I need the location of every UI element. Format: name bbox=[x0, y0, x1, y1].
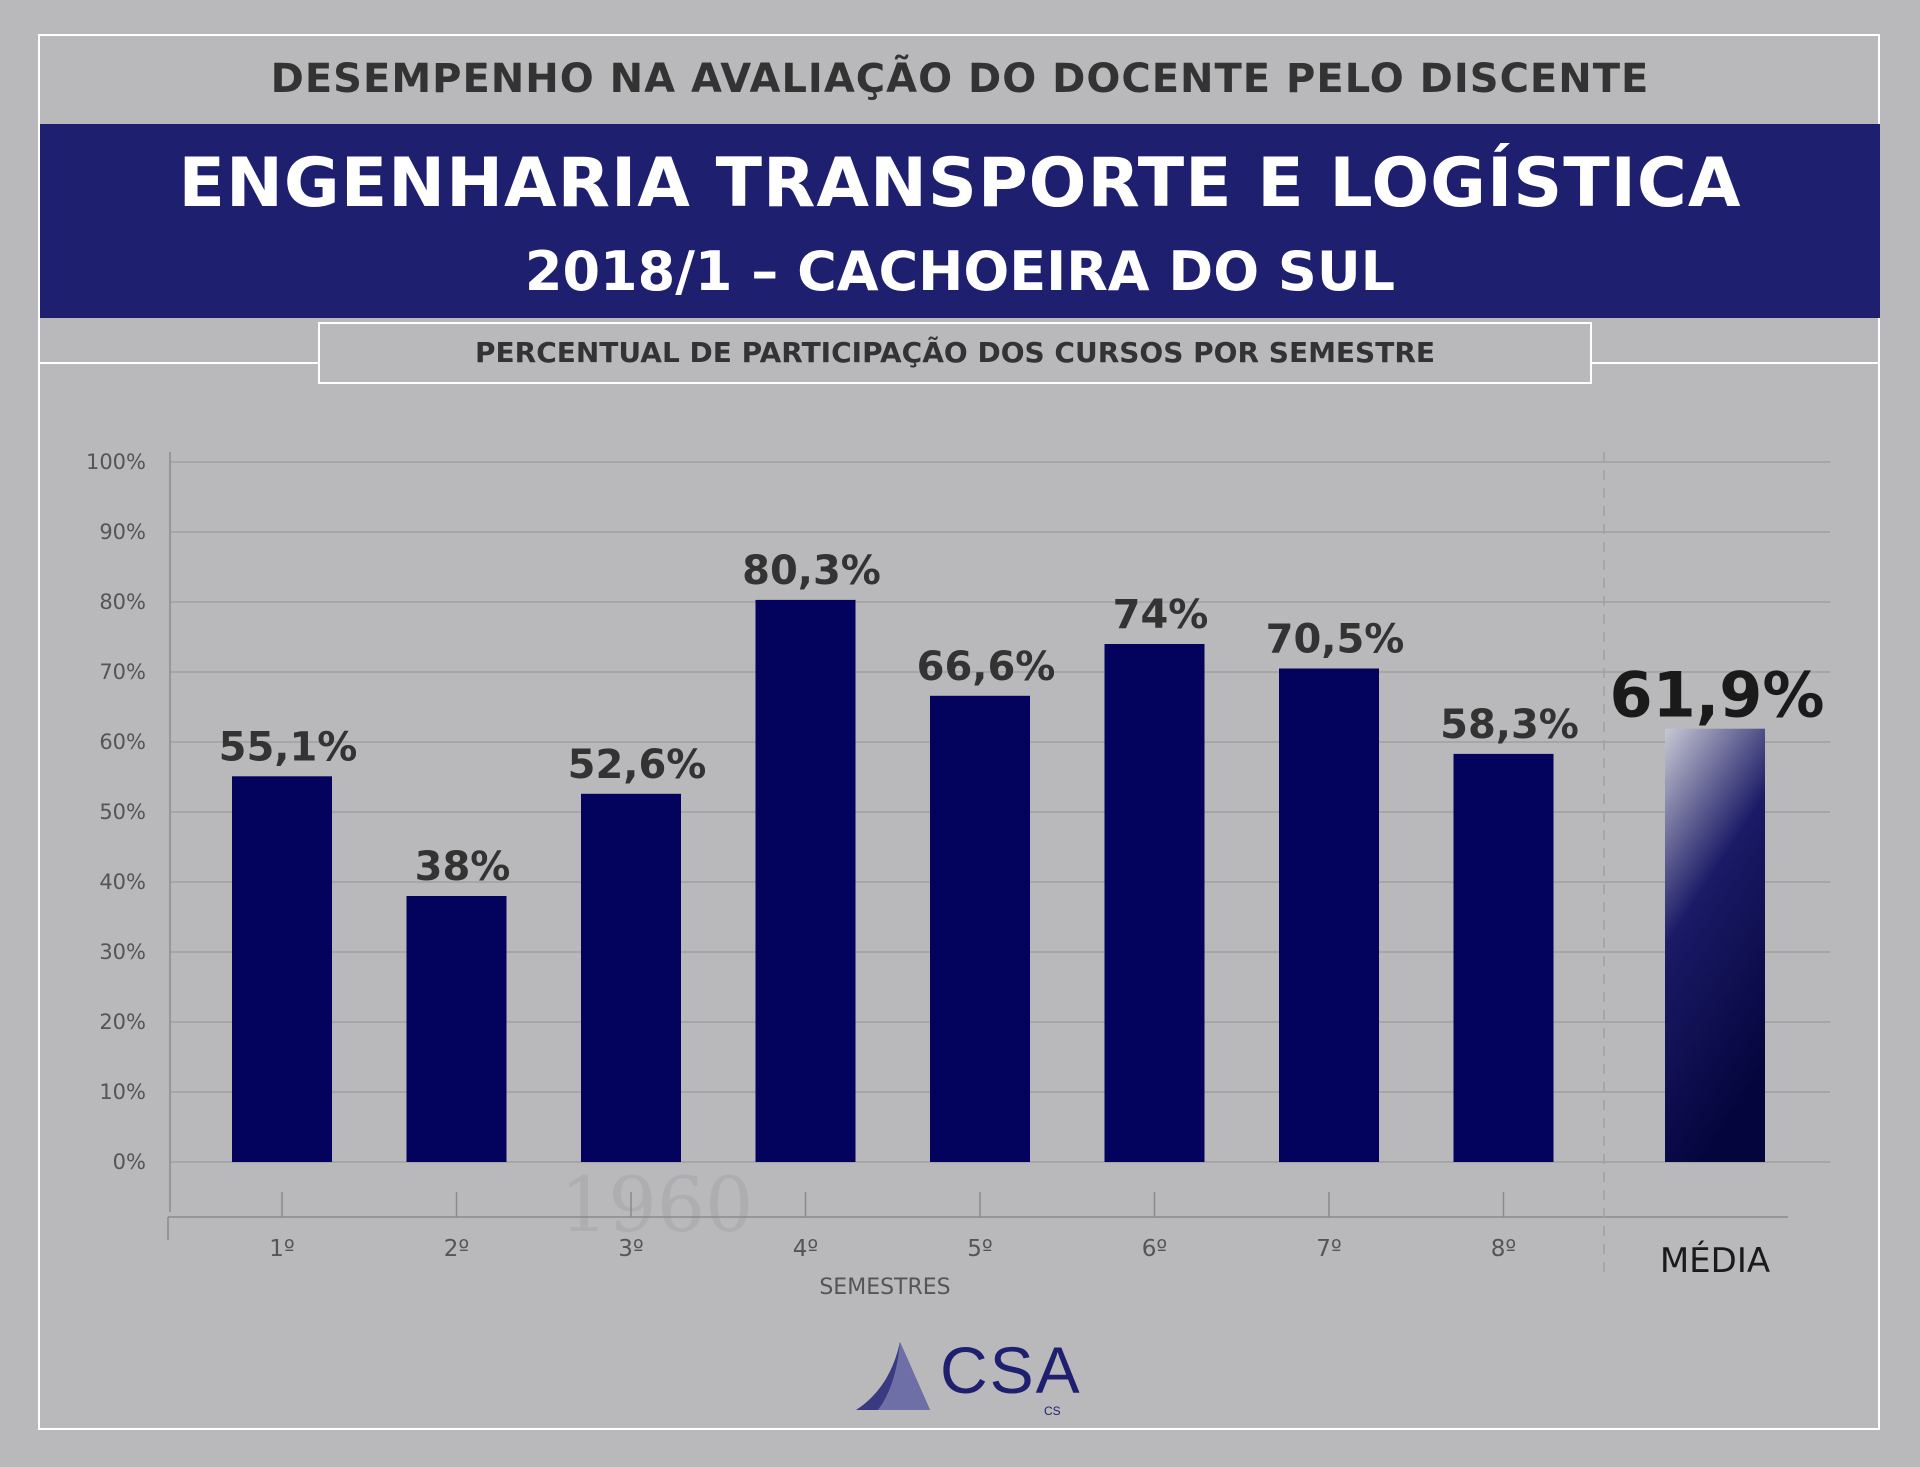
bar-value-label: 58,3% bbox=[1440, 702, 1579, 748]
x-tick-label: 7º bbox=[1316, 1236, 1341, 1262]
y-tick-label: 60% bbox=[99, 730, 146, 754]
bar-value-label: 52,6% bbox=[568, 742, 707, 788]
x-tick-label: 2º bbox=[444, 1236, 469, 1262]
bar-value-label: 66,6% bbox=[917, 644, 1056, 690]
bar-value-label: 38% bbox=[415, 844, 511, 890]
bar bbox=[1104, 644, 1205, 1162]
logo-text: CSA bbox=[940, 1333, 1082, 1407]
bar bbox=[755, 599, 856, 1162]
title-banner: ENGENHARIA TRANSPORTE E LOGÍSTICA 2018/1… bbox=[40, 124, 1880, 318]
y-tick-label: 70% bbox=[99, 660, 146, 684]
y-tick-label: 80% bbox=[99, 590, 146, 614]
average-bar bbox=[1665, 728, 1765, 1162]
bar-value-label: 80,3% bbox=[742, 548, 881, 594]
x-tick-label: 5º bbox=[967, 1236, 992, 1262]
x-tick-label: 3º bbox=[618, 1236, 643, 1262]
y-tick-label: 100% bbox=[86, 450, 146, 474]
x-tick-label: 6º bbox=[1142, 1236, 1167, 1262]
labels: 0% 10% 20% 30% 40% 50% 60% 70% 80% 90% 100% 55,1% 1º… bbox=[86, 450, 1825, 1300]
logo-sub: CS bbox=[1044, 1404, 1061, 1418]
average-label: MÉDIA bbox=[1660, 1240, 1770, 1281]
watermark-year: 1960 bbox=[560, 1160, 754, 1249]
frame-border bbox=[38, 34, 1880, 1430]
bar bbox=[406, 896, 507, 1162]
y-tick-label: 90% bbox=[99, 520, 146, 544]
y-tick-label: 50% bbox=[99, 800, 146, 824]
average-value-label: 61,9% bbox=[1609, 659, 1824, 732]
top-title: DESEMPENHO NA AVALIAÇÃO DO DOCENTE PELO … bbox=[270, 56, 1650, 102]
y-tick-label: 30% bbox=[99, 940, 146, 964]
y-tick-label: 0% bbox=[113, 1150, 146, 1174]
sub-title: 2018/1 – CACHOEIRA DO SUL bbox=[524, 240, 1396, 303]
bar-value-label: 74% bbox=[1113, 592, 1209, 638]
chart-subtitle: PERCENTUAL DE PARTICIPAÇÃO DOS CURSOS PO… bbox=[318, 322, 1592, 384]
bar-value-label: 55,1% bbox=[219, 724, 358, 770]
csa-logo: CSA CS bbox=[850, 1333, 1080, 1418]
bar bbox=[1279, 668, 1379, 1162]
y-tick-label: 10% bbox=[99, 1080, 146, 1104]
sail-icon bbox=[856, 1342, 930, 1410]
axes bbox=[167, 452, 1788, 1275]
bar bbox=[930, 695, 1030, 1162]
bars bbox=[232, 599, 1765, 1162]
bar bbox=[581, 793, 681, 1162]
y-tick-label: 20% bbox=[99, 1010, 146, 1034]
y-tick-label: 40% bbox=[99, 870, 146, 894]
x-tick-label: 4º bbox=[793, 1236, 818, 1262]
x-axis-title: SEMESTRES bbox=[819, 1275, 950, 1300]
bar-value-label: 70,5% bbox=[1266, 617, 1405, 663]
bar bbox=[1453, 753, 1554, 1162]
main-title: ENGENHARIA TRANSPORTE E LOGÍSTICA bbox=[178, 144, 1742, 223]
x-tick-label: 1º bbox=[269, 1236, 294, 1262]
bar bbox=[232, 776, 332, 1162]
x-tick-label: 8º bbox=[1491, 1236, 1516, 1262]
